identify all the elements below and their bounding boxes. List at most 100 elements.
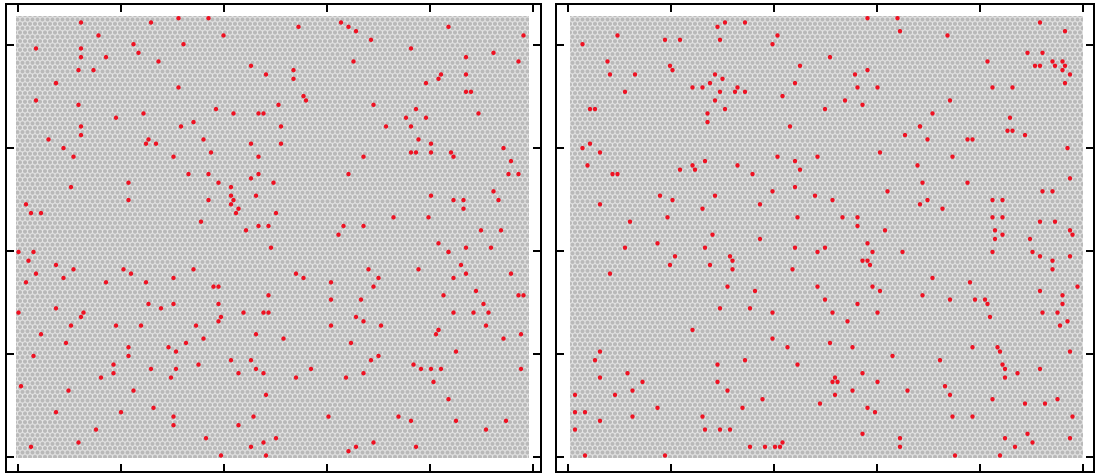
- particle: [233, 210, 239, 216]
- particle: [625, 371, 630, 376]
- particle: [391, 215, 396, 220]
- particle: [221, 33, 226, 38]
- particle: [436, 327, 441, 333]
- lattice: [570, 16, 1083, 458]
- particle: [1067, 72, 1073, 77]
- particle: [281, 336, 286, 341]
- particle: [1075, 284, 1080, 289]
- particle: [947, 98, 953, 103]
- particle: [146, 137, 151, 142]
- particle: [61, 145, 66, 151]
- particle: [597, 418, 603, 424]
- particle: [103, 280, 109, 285]
- particle: [263, 392, 269, 398]
- particle: [582, 453, 588, 458]
- particle: [1027, 236, 1033, 242]
- particle: [38, 332, 44, 337]
- particle: [33, 46, 39, 51]
- particle: [408, 150, 414, 155]
- particle: [326, 414, 331, 419]
- particle: [622, 89, 628, 94]
- particle: [346, 448, 351, 454]
- particle: [171, 154, 176, 159]
- particle: [508, 271, 514, 276]
- particle: [1025, 50, 1030, 56]
- particle: [830, 379, 835, 385]
- particle: [985, 301, 990, 307]
- particle: [148, 366, 154, 372]
- particle: [78, 20, 84, 25]
- particle: [1065, 145, 1070, 151]
- particle: [458, 262, 464, 268]
- particle: [997, 349, 1003, 354]
- particle: [1037, 20, 1043, 25]
- particle: [582, 409, 588, 415]
- particle: [191, 267, 196, 272]
- particle: [1067, 228, 1073, 233]
- particle: [915, 163, 920, 168]
- particle: [670, 197, 675, 203]
- particle: [136, 50, 141, 56]
- particle: [143, 280, 149, 285]
- particle: [712, 193, 718, 198]
- particle: [700, 85, 705, 90]
- particle: [707, 262, 713, 268]
- particle: [353, 444, 359, 450]
- particle: [855, 215, 860, 220]
- particle: [148, 20, 154, 25]
- particle: [463, 271, 469, 276]
- particle: [366, 267, 371, 272]
- particle: [632, 72, 638, 77]
- particle: [78, 124, 84, 129]
- particle: [428, 366, 434, 372]
- particle: [248, 176, 254, 181]
- particle: [126, 353, 131, 359]
- particle: [792, 184, 798, 190]
- particle: [483, 323, 489, 328]
- particle: [597, 202, 603, 207]
- particle: [491, 189, 496, 194]
- particle: [580, 41, 585, 47]
- particle: [942, 384, 948, 389]
- particle: [792, 245, 798, 250]
- particle: [995, 345, 1000, 350]
- particle: [103, 54, 109, 60]
- particle: [925, 197, 930, 203]
- particle: [183, 340, 189, 346]
- particle: [16, 249, 21, 255]
- particle: [403, 115, 409, 120]
- particle: [328, 323, 334, 328]
- particle: [827, 340, 833, 346]
- particle: [1010, 128, 1015, 133]
- particle: [293, 375, 299, 380]
- particle: [715, 24, 720, 30]
- particle: [717, 37, 723, 43]
- particle: [463, 54, 469, 60]
- particle: [940, 206, 945, 211]
- particle: [1060, 59, 1065, 64]
- particle: [615, 33, 620, 38]
- particle: [1062, 63, 1068, 68]
- frame: [5, 3, 542, 473]
- particle: [291, 76, 296, 81]
- particle: [702, 427, 708, 432]
- particle: [441, 293, 446, 298]
- particle: [448, 150, 454, 155]
- particle: [952, 453, 958, 458]
- particle: [985, 59, 990, 64]
- particle: [777, 444, 783, 450]
- particle: [78, 132, 84, 138]
- particle: [438, 366, 444, 372]
- particle: [815, 249, 820, 255]
- particle: [1052, 63, 1058, 68]
- particle: [276, 102, 281, 107]
- particle: [580, 145, 585, 151]
- particle: [506, 171, 511, 177]
- particle: [917, 202, 923, 207]
- particle: [920, 293, 925, 298]
- particle: [301, 275, 306, 281]
- particle: [438, 72, 444, 77]
- particle: [785, 345, 790, 350]
- particle: [201, 137, 206, 142]
- particle: [587, 141, 593, 146]
